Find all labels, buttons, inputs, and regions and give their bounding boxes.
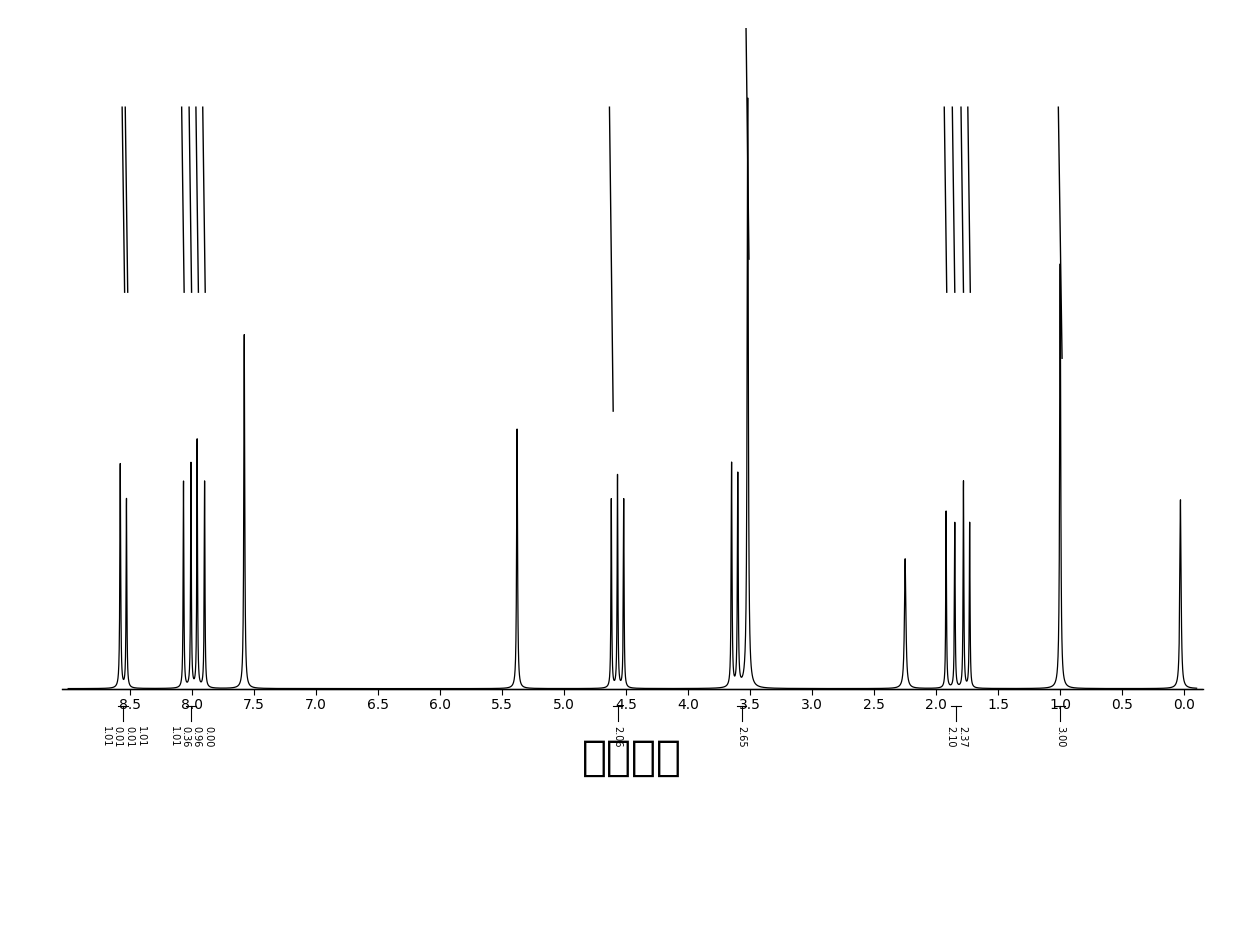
X-axis label: 化学位移: 化学位移: [583, 737, 682, 779]
Text: 0.00
0.96
0.36
1.01: 0.00 0.96 0.36 1.01: [169, 725, 213, 747]
Text: 2.65: 2.65: [737, 725, 746, 748]
Text: 1.01
0.01
0.01
1.01: 1.01 0.01 0.01 1.01: [100, 725, 146, 747]
Text: 2.06: 2.06: [613, 725, 622, 748]
Text: 2.37
2.10: 2.37 2.10: [945, 725, 967, 748]
Text: 3.00: 3.00: [1055, 725, 1065, 747]
